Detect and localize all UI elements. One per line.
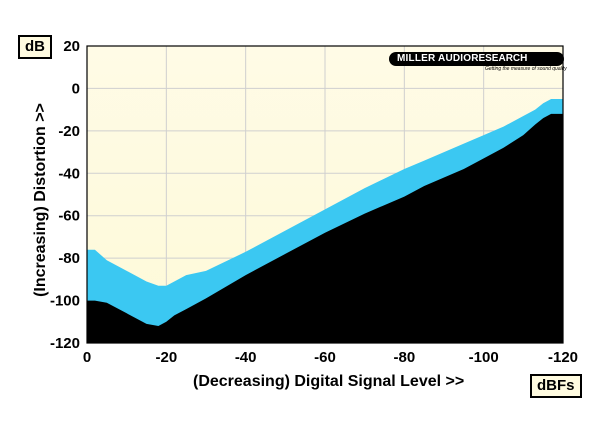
x-tick-label: -40 xyxy=(235,349,257,366)
y-tick-label: 20 xyxy=(63,38,80,55)
y-tick-label: -120 xyxy=(50,335,80,352)
y-axis-label: (Increasing) Distortion >> xyxy=(32,103,49,297)
y-tick-label: -60 xyxy=(58,208,80,225)
y-tick-labels: 20 0 -20 -40 -60 -80 -100 -120 xyxy=(50,38,80,352)
plot-frame xyxy=(86,45,564,344)
x-tick-label: -120 xyxy=(548,349,578,366)
x-axis-label: (Decreasing) Digital Signal Level >> xyxy=(193,373,465,390)
miller-audio-research-logo: MILLER AUDIORESEARCH Getting the measure… xyxy=(389,52,567,72)
y-unit-label: dB xyxy=(18,35,52,59)
x-tick-label: -60 xyxy=(314,349,336,366)
y-tick-label: 0 xyxy=(72,80,80,97)
x-unit-label: dBFs xyxy=(530,374,582,398)
logo-text-right: RESEARCH xyxy=(471,53,528,64)
logo-tagline: Getting the measure of sound quality xyxy=(485,66,567,72)
x-tick-labels: 0 -20 -40 -60 -80 -100 -120 xyxy=(83,349,578,366)
x-tick-label: -100 xyxy=(469,349,499,366)
x-tick-label: 0 xyxy=(83,349,91,366)
noise-floor-area xyxy=(87,113,563,343)
y-tick-label: -40 xyxy=(58,165,80,182)
logo-text-left: MILLER AUDIO xyxy=(397,53,472,64)
logo-bar: MILLER AUDIORESEARCH xyxy=(389,52,564,66)
y-tick-label: -100 xyxy=(50,293,80,310)
y-tick-label: -80 xyxy=(58,250,80,267)
x-tick-label: -80 xyxy=(393,349,415,366)
series-layer xyxy=(87,99,563,343)
y-tick-label: -20 xyxy=(58,123,80,140)
x-tick-label: -20 xyxy=(155,349,177,366)
